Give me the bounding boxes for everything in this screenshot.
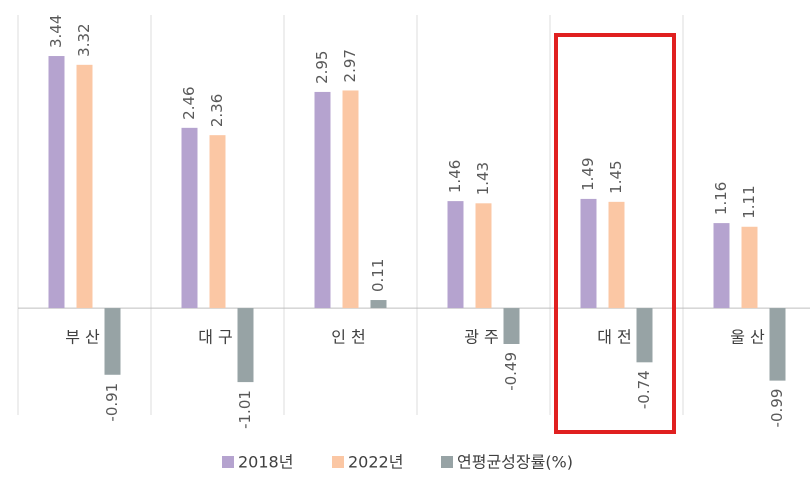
x-tick-label: 광 주 [464, 328, 499, 347]
value-label: 1.43 [474, 162, 492, 195]
bar [475, 203, 492, 309]
bar [447, 201, 464, 309]
bar [209, 135, 226, 309]
value-label: 3.44 [47, 15, 65, 48]
legend-label: 연평균성장률(%) [457, 453, 573, 472]
legend-label: 2018년 [238, 453, 293, 472]
x-tick-label: 울 산 [730, 328, 765, 347]
value-label: -0.74 [635, 370, 653, 409]
bar [608, 201, 625, 309]
value-label: -0.99 [768, 389, 786, 428]
value-label: 1.45 [607, 160, 625, 193]
bar [370, 300, 387, 309]
value-label: 1.11 [740, 185, 758, 218]
bar [769, 308, 786, 381]
value-label: 1.16 [712, 182, 730, 215]
bar [104, 308, 121, 375]
bar [342, 90, 359, 309]
bar [314, 91, 331, 309]
x-tick-label: 대 전 [597, 328, 632, 347]
value-label: 3.32 [75, 23, 93, 56]
value-label: -1.01 [236, 390, 254, 429]
value-label: 1.49 [579, 158, 597, 191]
value-label: 1.46 [446, 160, 464, 193]
value-label: -0.91 [103, 383, 121, 422]
highlight-box [554, 33, 676, 434]
legend-label: 2022년 [348, 453, 403, 472]
bar [237, 308, 254, 383]
value-label: 2.36 [208, 94, 226, 127]
plot: 부 산 3.44 3.32 -0.91 대 구 2.46 2.36 -1.01 인 천 2.95 2… [17, 15, 810, 472]
value-label: 0.11 [369, 259, 387, 292]
bar [580, 198, 597, 309]
legend-swatch [222, 456, 234, 468]
x-tick-label: 인 천 [331, 328, 366, 347]
value-label: 2.46 [180, 86, 198, 119]
bar [76, 64, 93, 309]
legend-swatch [332, 456, 344, 468]
value-label: 2.97 [341, 49, 359, 82]
legend-swatch [441, 456, 453, 468]
bar [741, 226, 758, 309]
bar [713, 223, 730, 309]
x-tick-label: 부 산 [65, 328, 100, 347]
value-label: 2.95 [313, 51, 331, 84]
bar [636, 308, 653, 363]
bar [48, 56, 65, 309]
x-tick-label: 대 구 [198, 328, 233, 347]
bar [503, 308, 520, 344]
value-label: -0.49 [502, 352, 520, 391]
bar [181, 127, 198, 309]
